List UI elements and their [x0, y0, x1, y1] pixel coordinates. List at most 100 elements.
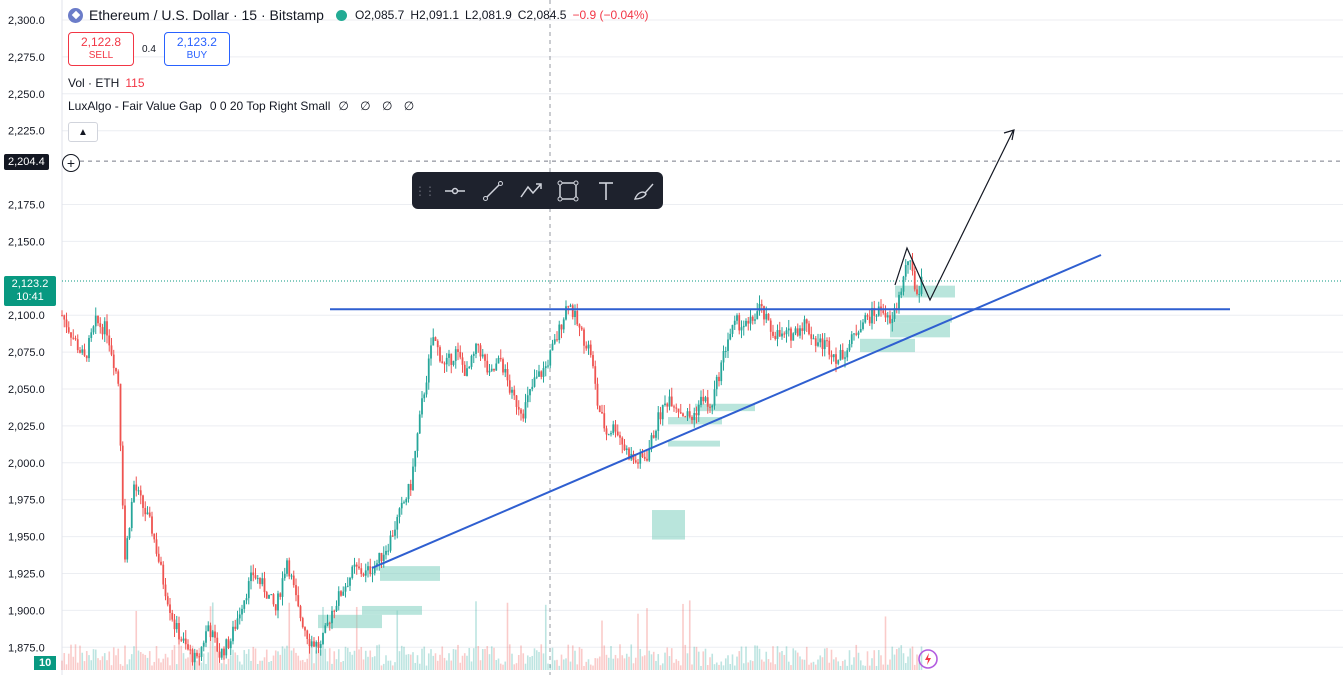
- volume-bar: [524, 663, 527, 670]
- candle-body: [81, 349, 84, 353]
- candle-body: [79, 350, 81, 353]
- volume-bar: [396, 610, 399, 670]
- price-tick-label: 2,025.0: [8, 421, 45, 433]
- candle-body: [310, 641, 313, 647]
- volume-bar: [774, 664, 777, 670]
- symbol-legend: Ethereum / U.S. Dollar · 15 · Bitstamp O…: [68, 7, 649, 23]
- open-value: O2,085.7: [354, 8, 405, 22]
- volume-bar: [848, 650, 851, 670]
- candle-body: [718, 376, 720, 382]
- brush-icon[interactable]: [625, 176, 663, 206]
- symbol-title[interactable]: Ethereum / U.S. Dollar · 15 · Bitstamp: [89, 7, 324, 23]
- candle-body: [529, 389, 531, 396]
- indicator-values: ∅ ∅ ∅ ∅: [338, 99, 419, 113]
- candle-body: [146, 512, 149, 515]
- volume-bar: [196, 660, 198, 670]
- candle-body: [526, 395, 529, 403]
- candle-body: [648, 448, 651, 461]
- volume-bar: [911, 646, 914, 670]
- candle-body: [697, 404, 700, 416]
- candle-body: [776, 330, 779, 339]
- text-icon[interactable]: [587, 176, 625, 206]
- price-axis[interactable]: 2,300.0 2,275.0 2,250.0 2,225.0 2,175.0 2,150…: [8, 15, 45, 654]
- volume-bar: [63, 653, 66, 670]
- volume-bar: [67, 653, 70, 670]
- collapse-legend-button[interactable]: ▲: [68, 122, 98, 142]
- volume-bar: [616, 658, 619, 670]
- candle-body: [76, 339, 79, 351]
- volume-bar: [385, 655, 387, 670]
- candle-body: [355, 564, 358, 567]
- candle-body: [479, 345, 482, 357]
- volume-bar: [306, 658, 309, 670]
- ai-assistant-icon[interactable]: [917, 648, 939, 670]
- volume-bar: [171, 649, 174, 670]
- candle-body: [634, 460, 637, 463]
- candle-body: [495, 363, 498, 371]
- path-icon[interactable]: [512, 176, 550, 206]
- buy-label: BUY: [186, 50, 208, 61]
- rectangle-icon[interactable]: [549, 176, 587, 206]
- volume-bar: [724, 658, 727, 670]
- volume-bar: [394, 662, 396, 670]
- indicator-legend[interactable]: LuxAlgo - Fair Value Gap 0 0 20 Top Righ…: [68, 99, 418, 113]
- horizontal-line-icon[interactable]: [436, 176, 474, 206]
- plus-icon[interactable]: +: [62, 154, 80, 172]
- volume-bar: [74, 644, 77, 670]
- candle-body: [171, 612, 174, 620]
- candle-body: [724, 350, 727, 352]
- candle-body: [166, 596, 169, 605]
- candle-body: [175, 623, 178, 630]
- trend-line-icon[interactable]: [474, 176, 512, 206]
- candle-body: [547, 365, 549, 367]
- volume-bar: [758, 648, 761, 670]
- candle-body: [220, 648, 223, 658]
- volume-bar: [202, 653, 205, 670]
- candle-body: [198, 656, 201, 658]
- fvg-box: [362, 605, 422, 615]
- volume-bar: [148, 651, 151, 670]
- candle-body: [164, 584, 167, 597]
- candle-body: [551, 343, 554, 351]
- candle-body: [675, 407, 678, 409]
- volume-bar: [533, 648, 536, 670]
- candle-body: [862, 322, 864, 329]
- volume-bar: [252, 646, 255, 670]
- volume-bar: [731, 654, 734, 670]
- volume-bar: [189, 652, 192, 670]
- drawings[interactable]: [330, 129, 1230, 569]
- volume-bar: [589, 664, 592, 670]
- drawing-toolbar[interactable]: ⋮⋮: [412, 172, 663, 209]
- candle-body: [295, 585, 297, 596]
- volume-bar: [652, 651, 655, 670]
- volume-bar: [227, 658, 230, 670]
- candle-body: [178, 623, 180, 640]
- candle-body: [830, 354, 833, 358]
- volume-bar: [866, 651, 869, 670]
- candle-body: [783, 333, 786, 335]
- candle-body: [913, 271, 916, 290]
- volume-bar: [360, 647, 363, 670]
- sell-button[interactable]: 2,122.8 SELL: [68, 32, 134, 66]
- volume-bar: [790, 665, 792, 670]
- volume-bar: [720, 661, 723, 670]
- candle-body: [225, 639, 228, 656]
- candle-body: [72, 337, 75, 339]
- volume-bar: [592, 665, 594, 670]
- candle-body: [522, 413, 525, 419]
- candle-body: [450, 353, 453, 365]
- volume-bar: [745, 646, 747, 670]
- candle-body: [643, 456, 646, 459]
- volume-bar: [693, 646, 696, 670]
- candle-body: [549, 350, 552, 366]
- price-tick-label: 1,925.0: [8, 569, 45, 581]
- volume-legend[interactable]: Vol · ETH 115: [68, 76, 145, 90]
- volume-bar: [425, 665, 428, 670]
- drag-handle-icon[interactable]: ⋮⋮: [413, 183, 436, 198]
- candle-body: [382, 554, 385, 562]
- candle-body: [207, 625, 210, 632]
- buy-button[interactable]: 2,123.2 BUY: [163, 32, 230, 66]
- candle-body: [605, 428, 608, 435]
- volume-bar: [889, 659, 891, 670]
